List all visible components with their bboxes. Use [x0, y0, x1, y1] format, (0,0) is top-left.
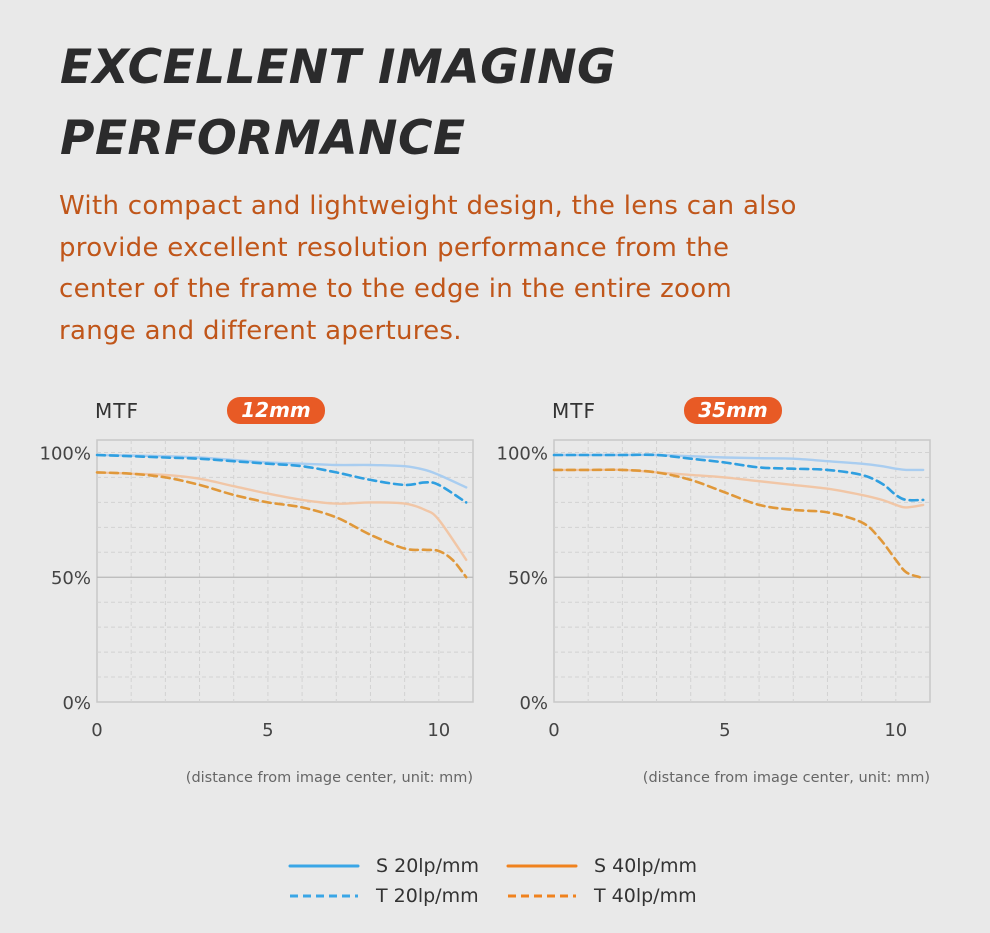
- series-line-t20: [95, 453, 468, 504]
- heading-line-2: PERFORMANCE: [60, 111, 466, 166]
- x-tick-label: 0: [548, 720, 559, 741]
- x-tick-label: 5: [719, 720, 730, 741]
- y-tick-label: 50%: [508, 568, 548, 589]
- mtf-chart-12mm: 0% 50% 100% 0 5 10: [40, 439, 474, 741]
- focal-length-badge: 12mm: [227, 397, 325, 424]
- description: With compact and lightweight design, the…: [59, 186, 879, 352]
- chart-title: MTF: [95, 399, 139, 423]
- mtf-chart-35mm: 0% 50% 100% 0 5 10: [497, 439, 931, 741]
- x-tick-label: 5: [262, 720, 273, 741]
- plot-area: [553, 439, 931, 703]
- focal-length-badge: 35mm: [684, 397, 782, 424]
- y-tick-label: 0%: [62, 693, 91, 714]
- description-line: With compact and lightweight design, the…: [59, 191, 797, 221]
- series-line-t20: [552, 453, 925, 502]
- description-line: center of the frame to the edge in the e…: [59, 274, 733, 304]
- x-axis-label: (distance from image center, unit: mm): [185, 770, 473, 786]
- plot-area: [96, 439, 474, 703]
- y-tick-label: 100%: [497, 443, 548, 464]
- legend-label: S 20lp/mm: [376, 855, 480, 877]
- legend-label: T 20lp/mm: [376, 885, 479, 907]
- legend-label: T 40lp/mm: [594, 885, 697, 907]
- legend-swatch-s20: [288, 864, 360, 868]
- x-tick-label: 0: [91, 720, 102, 741]
- chart-title: MTF: [552, 399, 596, 423]
- series-line-t40: [552, 468, 921, 579]
- x-tick-label: 10: [427, 720, 450, 741]
- legend-swatch-s40: [506, 864, 578, 868]
- x-axis-label: (distance from image center, unit: mm): [642, 770, 930, 786]
- description-line: provide excellent resolution performance…: [59, 232, 730, 263]
- heading-line-1: EXCELLENT IMAGING: [60, 40, 617, 95]
- legend-swatch-t40: [508, 894, 576, 898]
- y-tick-label: 0%: [519, 693, 548, 714]
- legend-label: S 40lp/mm: [594, 855, 698, 877]
- y-tick-label: 100%: [40, 443, 91, 464]
- y-tick-label: 50%: [51, 568, 91, 589]
- series-line-t40: [95, 471, 468, 579]
- description-line: range and different apertures.: [59, 315, 462, 346]
- legend: S 20lp/mm S 40lp/mm T 20lp/mm T 40lp/mm: [288, 855, 718, 915]
- legend-swatch-t20: [290, 894, 358, 898]
- series-line-s40: [95, 471, 468, 561]
- x-tick-label: 10: [884, 720, 907, 741]
